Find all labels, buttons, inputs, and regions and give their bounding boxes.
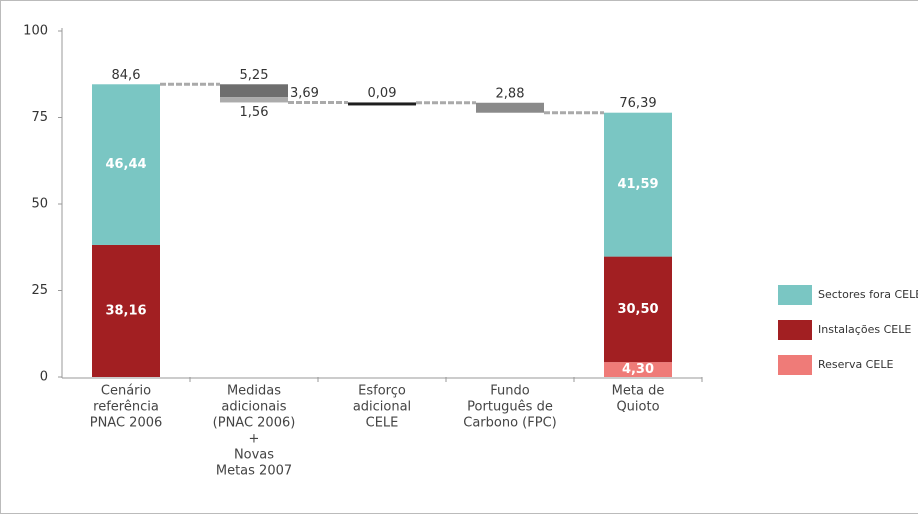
x-tick-label: Medidas: [227, 384, 281, 399]
x-tick-label: Metas 2007: [216, 464, 292, 479]
part-label: 3,69: [290, 86, 319, 101]
change-part: [220, 97, 288, 103]
y-tick-label: 75: [31, 110, 48, 125]
y-tick-label: 0: [40, 370, 48, 385]
data-label: 38,16: [105, 303, 146, 318]
total-label: 76,39: [619, 96, 656, 111]
bar-segment: [92, 244, 160, 377]
data-label: 4,30: [622, 362, 654, 377]
change-bar: [476, 102, 544, 113]
part-label: 1,56: [240, 105, 269, 120]
data-label: 41,59: [617, 177, 658, 192]
x-tick-label: PNAC 2006: [90, 416, 163, 431]
legend-label: Instalações CELE: [818, 323, 911, 336]
change-label: 0,09: [368, 86, 397, 101]
x-tick-label: (PNAC 2006): [213, 416, 296, 431]
bar-segment: [604, 256, 672, 363]
x-tick-label: Carbono (FPC): [463, 416, 556, 431]
x-tick-label: +: [249, 432, 260, 447]
x-tick-label: Esforço: [358, 384, 406, 399]
x-tick-label: Novas: [234, 448, 274, 463]
x-tick-label: Quioto: [616, 400, 659, 415]
y-tick-label: 25: [31, 283, 48, 298]
x-tick-label: CELE: [366, 416, 399, 431]
change-label: 5,25: [240, 68, 269, 83]
bar-segment: [604, 362, 672, 377]
total-label: 84,6: [112, 68, 141, 83]
data-label: 46,44: [105, 157, 146, 172]
change-part: [220, 84, 288, 98]
x-tick-label: adicionais: [221, 400, 286, 415]
legend-label: Sectores fora CELE: [818, 288, 918, 301]
legend-swatch: [778, 355, 812, 375]
x-tick-label: Fundo: [490, 384, 529, 399]
bar-segment: [604, 112, 672, 257]
y-tick-label: 50: [31, 197, 48, 212]
change-label: 2,88: [496, 86, 525, 101]
legend-label: Reserva CELE: [818, 358, 893, 371]
data-label: 30,50: [617, 302, 658, 317]
legend-swatch: [778, 285, 812, 305]
legend-swatch: [778, 320, 812, 340]
x-tick-label: referência: [93, 400, 159, 415]
x-tick-label: adicional: [353, 400, 411, 415]
change-bar: [348, 102, 416, 106]
y-tick-label: 100: [23, 24, 48, 39]
bar-segment: [92, 84, 160, 245]
x-tick-label: Cenário: [101, 384, 151, 399]
x-tick-label: Português de: [467, 400, 553, 415]
x-tick-label: Meta de: [612, 384, 665, 399]
